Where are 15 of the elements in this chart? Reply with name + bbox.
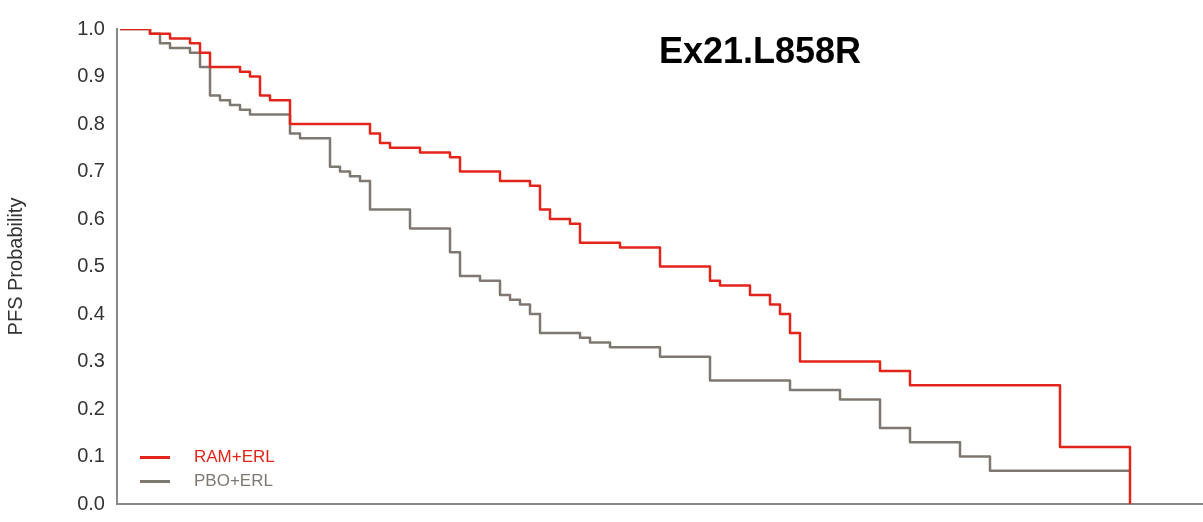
y-tick-label: 0.8 — [77, 111, 105, 134]
y-tick-label: 0.3 — [77, 349, 105, 372]
y-tick-label: 0.0 — [77, 491, 105, 514]
chart-title: Ex21.L858R — [657, 30, 863, 72]
y-tick-label: 0.6 — [77, 206, 105, 229]
y-tick-label: 0.9 — [77, 64, 105, 87]
y-tick-label: 0.4 — [77, 301, 105, 324]
y-tick-label: 0.1 — [77, 444, 105, 467]
y-axis-title: PFS Probability — [3, 197, 26, 336]
y-tick-label: 1.0 — [77, 16, 105, 39]
legend-label: PBO+ERL — [194, 471, 273, 491]
y-tick-label: 0.2 — [77, 396, 105, 419]
y-tick-label: 0.5 — [77, 254, 105, 277]
y-tick-label: 0.7 — [77, 159, 105, 182]
legend-label: RAM+ERL — [194, 447, 275, 467]
